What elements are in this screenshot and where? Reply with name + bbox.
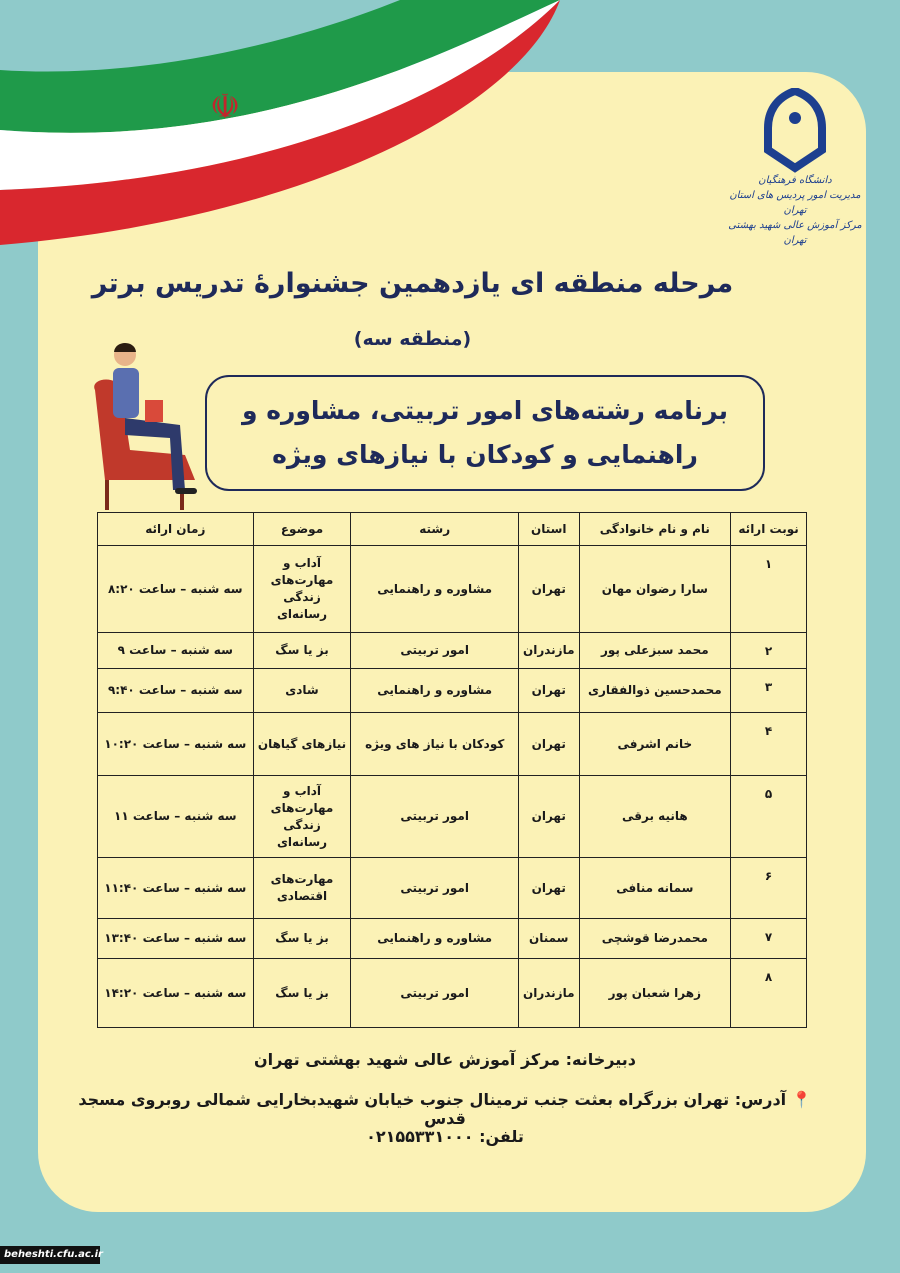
page-subtitle: (منطقه سه) xyxy=(353,328,472,350)
table-cell: تهران xyxy=(517,775,580,858)
program-heading-line: برنامه رشته‌های امور تربیتی، مشاوره و xyxy=(241,396,729,425)
table-cell: بز یا سگ xyxy=(252,918,352,959)
table-row: ۵ هانیه برقی تهران امور تربیتی آداب و مهارت‌… xyxy=(97,775,807,858)
secretariat-text: دبیرخانه: مرکز آموزش عالی شهید بهشتی تهر… xyxy=(253,1050,637,1069)
table-cell: هانیه برقی xyxy=(578,775,732,858)
university-logo: دانشگاه فرهنگیان مدیریت امور پردیس های ا… xyxy=(720,88,870,248)
table-row: ۲ محمد سبزعلی پور مازندران امور تربیتی بز یا… xyxy=(97,632,807,669)
table-cell: ۸ xyxy=(730,958,807,1028)
table-cell: ۱ xyxy=(730,545,807,633)
watermark-url: beheshti.cfu.ac.ir xyxy=(0,1246,103,1264)
table-cell: ۵ xyxy=(730,775,807,858)
table-cell: سه شنبه – ساعت ۹:۴۰ xyxy=(97,668,254,713)
column-header: موضوع xyxy=(252,512,352,546)
table-cell: ۷ xyxy=(730,918,807,959)
table-cell: ۳ xyxy=(730,668,807,713)
iran-flag: ☫ xyxy=(0,0,560,245)
table-cell: سمنان xyxy=(517,918,580,959)
table-cell: شادی xyxy=(252,668,352,713)
table-cell: تهران xyxy=(517,857,580,919)
table-cell: امور تربیتی xyxy=(350,775,519,858)
column-header: رشته xyxy=(350,512,519,546)
table-row: ۳ محمدحسین ذوالفقاری تهران مشاوره و راهنمای… xyxy=(97,668,807,713)
table-cell: زهرا شعبان پور xyxy=(578,958,732,1028)
table-cell: محمدحسین ذوالفقاری xyxy=(578,668,732,713)
column-header: نوبت ارائه xyxy=(730,512,807,546)
table-cell: امور تربیتی xyxy=(350,857,519,919)
svg-text:☫: ☫ xyxy=(210,87,240,127)
table-cell: مازندران xyxy=(517,958,580,1028)
table-cell: آداب و مهارت‌های زندگی رسانه‌ای xyxy=(252,775,352,858)
column-header: استان xyxy=(517,512,580,546)
table-cell: سه شنبه – ساعت ۹ xyxy=(97,632,254,669)
table-cell: آداب و مهارت‌های زندگی رسانه‌ای xyxy=(252,545,352,633)
table-row: ۱ سارا رضوان مهان تهران مشاوره و راهنمایی آد… xyxy=(97,545,807,633)
table-cell: ۴ xyxy=(730,712,807,776)
table-row: ۶ سمانه منافی تهران امور تربیتی مهارت‌های اق… xyxy=(97,857,807,919)
table-cell: سه شنبه – ساعت ۱۳:۴۰ xyxy=(97,918,254,959)
table-cell: مشاوره و راهنمایی xyxy=(350,918,519,959)
table-cell: سه شنبه – ساعت ۱۱ xyxy=(97,775,254,858)
table-cell: مشاوره و راهنمایی xyxy=(350,668,519,713)
page-title: مرحله منطقه ای یازدهمین جشنوارۀ تدریس بر… xyxy=(91,268,734,299)
location-pin-icon: 📍 xyxy=(791,1090,812,1109)
table-cell: سه شنبه – ساعت ۱۰:۲۰ xyxy=(97,712,254,776)
logo-emblem-icon xyxy=(764,88,826,173)
table-cell: تهران xyxy=(517,712,580,776)
table-cell: مهارت‌های اقتصادی xyxy=(252,857,352,919)
logo-line: مرکز آموزش عالی شهید بهشتی تهران xyxy=(728,220,862,246)
logo-line: دانشگاه فرهنگیان xyxy=(758,175,832,186)
column-header: زمان ارائه xyxy=(97,512,254,546)
table-row: ۴ خانم اشرفی تهران کودکان با نیاز های ویژه ن… xyxy=(97,712,807,776)
table-cell: تهران xyxy=(517,668,580,713)
table-cell: نیازهای گیاهان xyxy=(252,712,352,776)
table-cell: امور تربیتی xyxy=(350,958,519,1028)
program-heading-line: راهنمایی و کودکان با نیازهای ویژه xyxy=(272,440,698,469)
table-header-row: نوبت ارائه نام و نام خانوادگی استان رشته موض… xyxy=(97,512,807,546)
table-cell: ۲ xyxy=(730,632,807,669)
table-cell: مشاوره و راهنمایی xyxy=(350,545,519,633)
person-in-chair-illustration xyxy=(94,343,197,510)
table-cell: امور تربیتی xyxy=(350,632,519,669)
address-line: 📍 آدرس: تهران بزرگراه بعثت جنب ترمینال ج… xyxy=(60,1090,830,1128)
table-cell: محمد سبزعلی پور xyxy=(578,632,732,669)
table-cell: تهران xyxy=(517,545,580,633)
table-cell: محمدرضا قوشچی xyxy=(578,918,732,959)
table-cell: سارا رضوان مهان xyxy=(578,545,732,633)
table-cell: سه شنبه – ساعت ۱۴:۲۰ xyxy=(97,958,254,1028)
table-cell: سه شنبه – ساعت ۱۱:۴۰ xyxy=(97,857,254,919)
column-header: نام و نام خانوادگی xyxy=(578,512,732,546)
table-row: ۸ زهرا شعبان پور مازندران امور تربیتی بز یا … xyxy=(97,958,807,1028)
table-cell: ۶ xyxy=(730,857,807,919)
program-heading-box: برنامه رشته‌های امور تربیتی، مشاوره و را… xyxy=(205,375,765,491)
table-cell: بز یا سگ xyxy=(252,632,352,669)
table-row: ۷ محمدرضا قوشچی سمنان مشاوره و راهنمایی بز ی… xyxy=(97,918,807,959)
schedule-table: نوبت ارائه نام و نام خانوادگی استان رشته موض… xyxy=(97,512,807,1028)
table-cell: بز یا سگ xyxy=(252,958,352,1028)
table-cell: سه شنبه – ساعت ۸:۲۰ xyxy=(97,545,254,633)
table-cell: کودکان با نیاز های ویژه xyxy=(350,712,519,776)
table-cell: سمانه منافی xyxy=(578,857,732,919)
phone-text: تلفن: ۰۲۱۵۵۳۳۱۰۰۰ xyxy=(366,1127,524,1146)
address-text: آدرس: تهران بزرگراه بعثت جنب ترمینال جنو… xyxy=(78,1090,787,1128)
table-cell: مازندران xyxy=(517,632,580,669)
table-cell: خانم اشرفی xyxy=(578,712,732,776)
logo-line: مدیریت امور پردیس های استان تهران xyxy=(729,190,861,216)
